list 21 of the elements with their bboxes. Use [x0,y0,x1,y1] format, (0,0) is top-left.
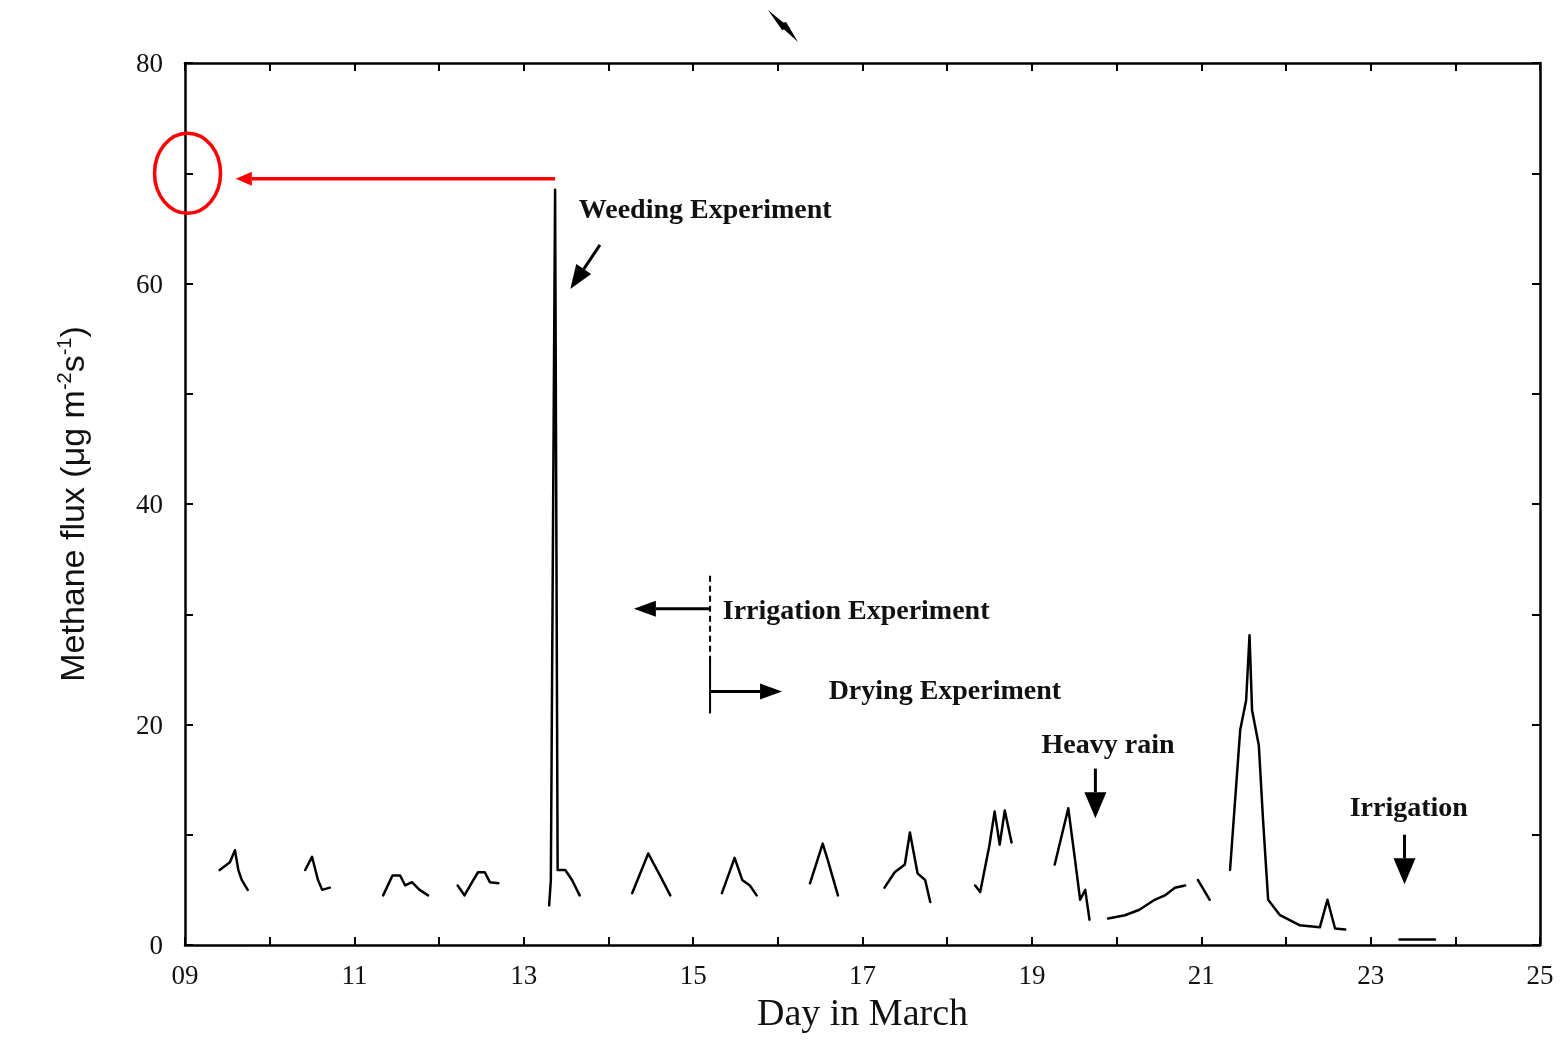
y-tick-label: 60 [136,268,163,299]
annotation: Weeding Experiment [578,193,833,225]
x-tick-label: 11 [341,959,368,990]
annotation: Drying Experiment [828,673,1062,705]
y-tick-label: 0 [149,930,163,960]
x-tick-label: 15 [679,959,707,990]
y-axis-title: Methane flux (μg m-2s-1) [53,326,91,682]
annotation: Irrigation Experiment [722,594,991,626]
x-tick-label: 19 [1018,959,1046,990]
x-tick-label: 21 [1187,959,1215,990]
x-tick-label: 25 [1526,959,1554,990]
y-tick-label: 80 [136,48,163,78]
x-tick-label: 23 [1357,959,1385,990]
y-tick-label: 20 [136,709,163,740]
x-axis-title: Day in March [756,990,969,1033]
x-tick-label: 09 [171,959,199,990]
annotation: Heavy rain [1041,727,1176,759]
x-tick-label: 17 [849,959,876,990]
y-tick-label: 40 [136,489,163,519]
x-tick-label: 13 [510,959,538,990]
annotation: Irrigation [1349,790,1469,822]
